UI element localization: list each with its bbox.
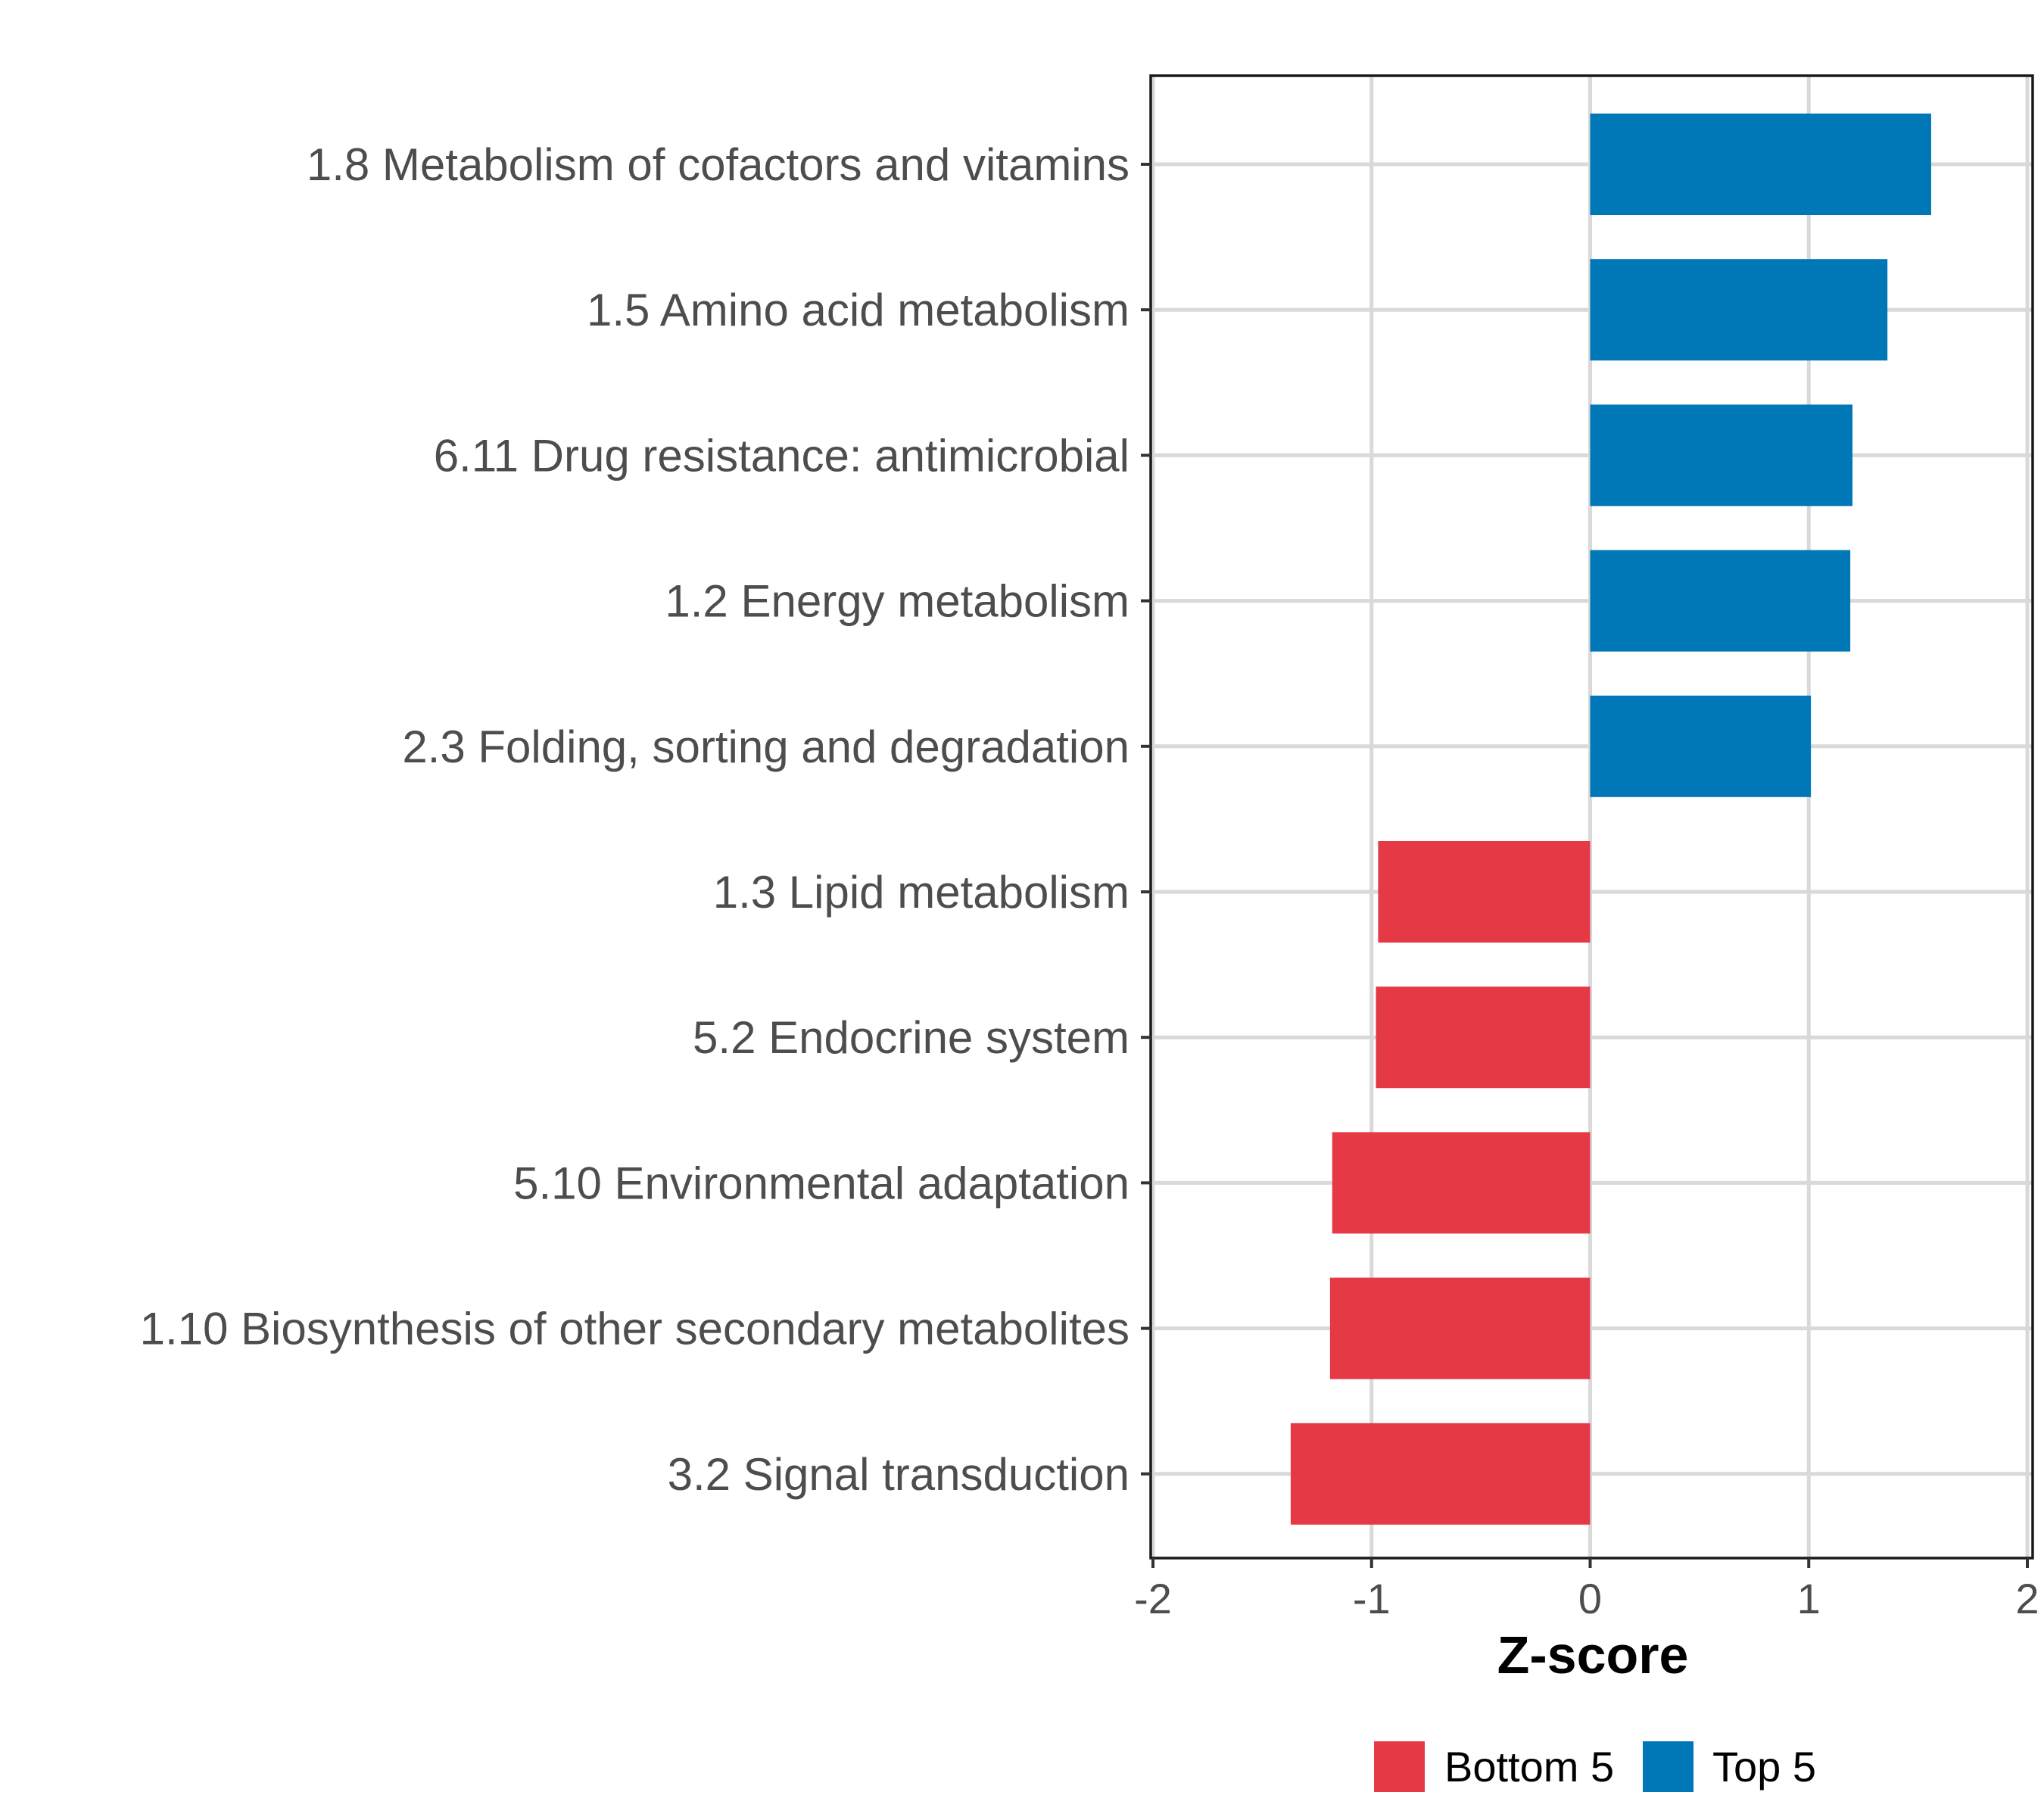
legend-swatch-bottom-5 (1374, 1741, 1425, 1792)
legend-label-top-5: Top 5 (1712, 1743, 1816, 1791)
category-label-7: 5.10 Environmental adaptation (513, 1158, 1129, 1208)
category-label-6: 5.2 Endocrine system (693, 1012, 1129, 1063)
bar-4 (1590, 695, 1812, 797)
category-label-5: 1.3 Lipid metabolism (713, 867, 1129, 918)
bar-3 (1590, 550, 1851, 652)
x-axis-title: Z-score (1497, 1625, 1689, 1685)
bar-0 (1590, 114, 1931, 215)
bar-1 (1590, 259, 1888, 361)
bar-2 (1590, 404, 1852, 506)
legend: Bottom 5 Top 5 (1374, 1741, 1816, 1792)
category-label-8: 1.10 Biosynthesis of other secondary met… (140, 1304, 1129, 1354)
bar-8 (1329, 1277, 1591, 1379)
category-label-4: 2.3 Folding, sorting and degradation (402, 722, 1129, 772)
x-tick-label-4: 2 (2015, 1575, 2039, 1622)
y-axis: 1.8 Metabolism of cofactors and vitamins… (140, 139, 1151, 1500)
x-tick-label-1: -1 (1353, 1575, 1391, 1622)
bars (1290, 114, 1931, 1525)
category-label-9: 3.2 Signal transduction (668, 1449, 1129, 1500)
category-label-0: 1.8 Metabolism of cofactors and vitamins (307, 139, 1129, 190)
category-label-2: 6.11 Drug resistance: antimicrobial (434, 430, 1129, 481)
category-label-1: 1.5 Amino acid metabolism (587, 285, 1129, 335)
legend-label-bottom-5: Bottom 5 (1444, 1743, 1614, 1791)
x-tick-label-0: -2 (1134, 1575, 1172, 1622)
x-axis: -2 -1 0 1 2 (1134, 1558, 2039, 1622)
legend-swatch-top-5 (1643, 1741, 1693, 1792)
bar-9 (1290, 1423, 1591, 1525)
category-label-3: 1.2 Energy metabolism (665, 576, 1129, 627)
bar-5 (1378, 841, 1591, 943)
bar-7 (1332, 1132, 1591, 1234)
bar-6 (1376, 986, 1591, 1089)
x-tick-label-2: 0 (1578, 1575, 1602, 1622)
x-tick-label-3: 1 (1797, 1575, 1821, 1622)
